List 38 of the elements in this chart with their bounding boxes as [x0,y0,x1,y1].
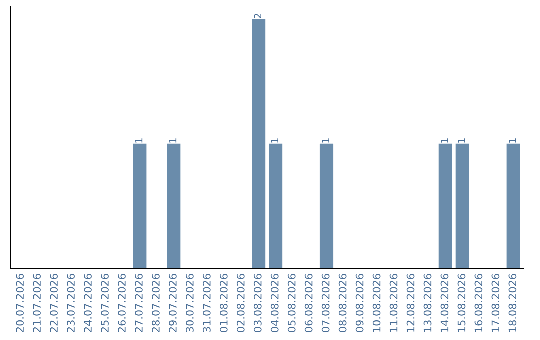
x-tick-label: 21.07.2026 [33,274,41,332]
x-tick-label: 31.07.2026 [202,274,211,332]
x-tick-label: 25.07.2026 [101,274,109,332]
data-label: 2 [254,14,262,19]
x-tick-label: 06.08.2026 [304,274,313,332]
x-tick-label: 08.08.2026 [338,274,347,332]
data-label: 1 [135,138,143,143]
x-tick-label: 04.08.2026 [270,274,279,332]
data-label: 1 [458,138,466,143]
x-tick-label: 27.07.2026 [135,274,143,332]
x-tick-label: 23.07.2026 [67,274,75,332]
x-tick-label: 10.08.2026 [372,274,381,332]
x-tick-label: 30.07.2026 [186,274,194,332]
data-label: 1 [271,138,278,143]
x-tick-label: 07.08.2026 [322,274,330,332]
data-label: 1 [169,138,177,143]
data-label: 1 [322,138,330,143]
x-tick-label: 18.08.2026 [508,274,517,332]
x-tick-label: 26.07.2026 [118,274,126,332]
x-tick-label: 22.07.2026 [50,274,58,332]
x-tick-label: 12.08.2026 [406,274,415,332]
x-tick-label: 02.08.2026 [236,274,245,332]
x-tick-label: 24.07.2026 [84,274,92,332]
x-tick-label: 15.08.2026 [458,274,466,332]
x-tick-label: 03.08.2026 [254,274,262,332]
data-label: 1 [441,138,448,143]
x-tick-label: 29.07.2026 [169,274,177,332]
x-tick-label: 17.08.2026 [492,274,500,332]
x-tick-label: 20.07.2026 [16,274,24,332]
x-tick-label: 09.08.2026 [356,274,364,332]
x-tick-label: 01.08.2026 [220,274,228,332]
x-tick-label: 14.08.2026 [440,274,449,332]
x-tick-label: 11.08.2026 [390,274,398,332]
x-tick-label: 16.08.2026 [474,274,483,332]
x-tick-label: 28.07.2026 [152,274,160,332]
x-tick-label: 13.08.2026 [424,274,432,332]
data-label: 1 [509,138,516,143]
x-tick-label: 05.08.2026 [288,274,296,332]
